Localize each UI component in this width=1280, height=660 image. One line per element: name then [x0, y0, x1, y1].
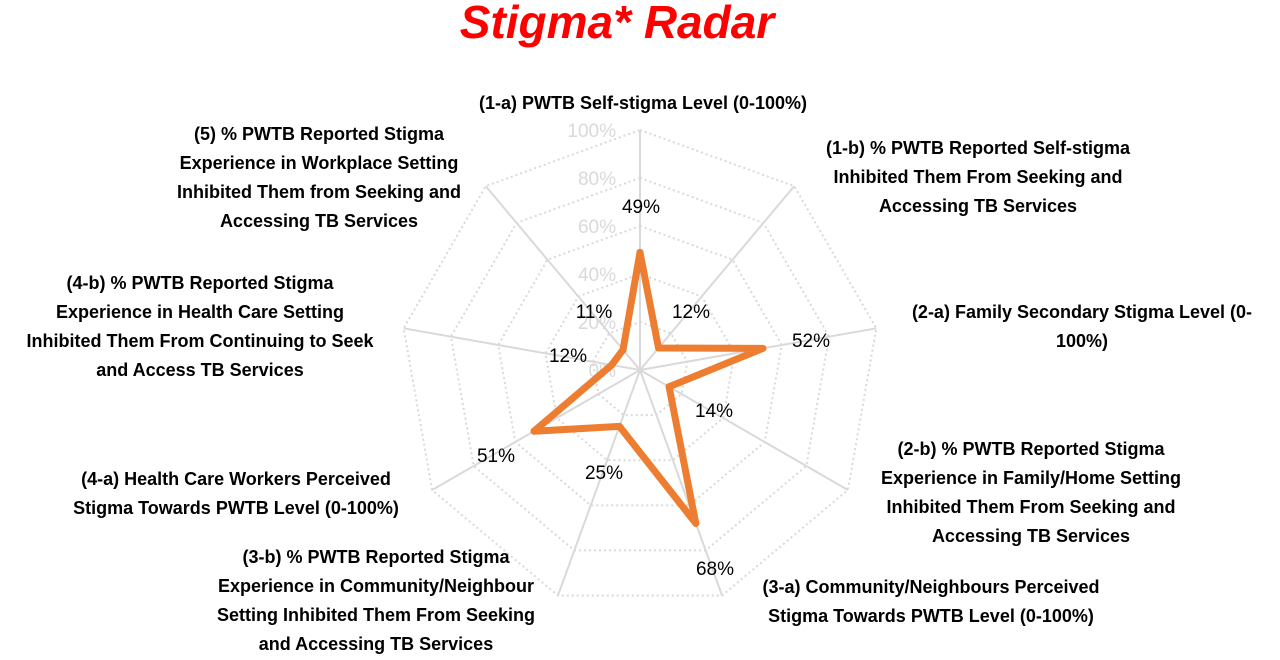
series-line: [530, 248, 767, 527]
data-label: 51%: [477, 446, 515, 467]
category-labels: (1-a) PWTB Self-stigma Level (0-100%) (1-…: [27, 93, 1253, 654]
data-point: [615, 422, 623, 430]
category-label: (1-a) PWTB Self-stigma Level (0-100%): [479, 93, 807, 113]
category-label: (3-a) Community/Neighbours Perceived Stig…: [762, 577, 1099, 626]
data-label: 12%: [672, 302, 710, 323]
spoke-line: [556, 369, 641, 596]
category-label: (4-a) Health Care Workers Perceived Stigm…: [73, 469, 399, 518]
data-labels: 49% 12% 52% 14% 68% 25% 51% 12% 11%: [477, 197, 830, 580]
category-label: (4-b) % PWTB Reported Stigma Experience i…: [27, 273, 375, 380]
grid-ring: [591, 320, 689, 417]
data-label: 68%: [696, 559, 734, 580]
r-tick-label: 40%: [578, 265, 616, 286]
chart-title: Stigma* Radar: [460, 0, 777, 48]
data-point: [759, 344, 767, 352]
data-point: [665, 383, 673, 391]
grid-ring: [402, 128, 878, 597]
r-tick-label: 100%: [567, 121, 616, 142]
r-tick-label: 60%: [578, 217, 616, 238]
category-label: (2-b) % PWTB Reported Stigma Experience i…: [881, 439, 1181, 546]
data-label: 11%: [576, 302, 613, 323]
data-point: [636, 248, 644, 256]
grid-ring: [449, 176, 831, 552]
spoke-line: [484, 185, 641, 371]
data-point: [619, 346, 627, 354]
category-label: (5) % PWTB Reported Stigma Experience in …: [177, 124, 461, 231]
data-label: 25%: [585, 463, 623, 484]
category-label: (2-a) Family Secondary Stigma Level (0-1…: [912, 302, 1252, 351]
data-series: [530, 248, 767, 527]
spoke-line: [639, 369, 724, 596]
data-point: [530, 427, 538, 435]
spoke-line: [639, 369, 849, 491]
r-tick-label: 80%: [578, 169, 616, 190]
spoke-line: [639, 185, 796, 371]
data-label: 49%: [622, 197, 660, 218]
data-point: [608, 361, 616, 369]
radial-tick-labels: 0%20%40%60%80%100%: [567, 121, 616, 382]
grid-ring: [544, 272, 736, 462]
category-label: (1-b) % PWTB Reported Self-stigma Inhibit…: [826, 138, 1131, 216]
data-label: 14%: [695, 401, 733, 422]
data-point: [655, 344, 663, 352]
spoke-line: [403, 327, 641, 371]
category-label: (3-b) % PWTB Reported Stigma Experience i…: [217, 547, 535, 654]
data-point: [692, 519, 700, 527]
data-label: 12%: [549, 346, 587, 367]
r-tick-label: 20%: [578, 313, 616, 334]
data-label: 52%: [792, 331, 830, 352]
